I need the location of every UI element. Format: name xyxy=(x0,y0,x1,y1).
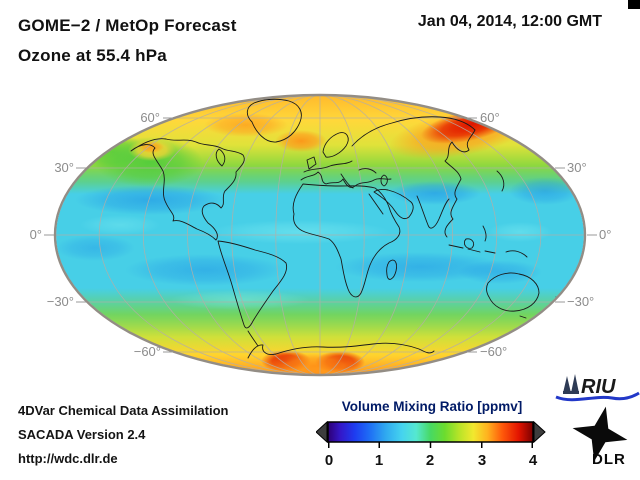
riu-swoosh xyxy=(555,391,640,402)
coastline-borneo xyxy=(463,238,475,249)
latitude-ticks xyxy=(44,117,597,353)
coastline-scandinavia xyxy=(322,132,349,158)
coastline-black-sea xyxy=(358,168,377,174)
coastline-india xyxy=(416,195,450,229)
credit-version: SACADA Version 2.4 xyxy=(18,427,146,442)
corner-mark xyxy=(628,0,640,9)
credits-block: 4DVar Chemical Data Assimilation SACADA … xyxy=(18,399,229,471)
colorbar-tick-0: 0 xyxy=(325,452,333,469)
coastline-british-isles xyxy=(306,156,317,170)
coastline-madagascar xyxy=(386,259,397,280)
coastline-japan xyxy=(496,170,505,192)
colorbar-tick-3: 3 xyxy=(478,452,486,469)
dlr-star-icon xyxy=(572,406,628,462)
lat-label-right-0: 0° xyxy=(599,227,611,242)
colorbar-tick-2: 2 xyxy=(426,452,434,469)
coastline-north-america xyxy=(130,138,245,241)
dlr-logo: DLR xyxy=(572,406,628,468)
coastline-greenland xyxy=(246,98,302,143)
coastline-europe-north xyxy=(303,160,353,173)
lat-label-right-m30: −30° xyxy=(567,294,594,309)
dlr-logo-text: DLR xyxy=(592,451,626,468)
map-graticule xyxy=(56,96,584,374)
colorbar-gradient-bar xyxy=(327,421,534,443)
coastline-mediterranean xyxy=(300,171,392,188)
colorbar-tick-1: 1 xyxy=(375,452,383,469)
coastline-antarctic-peninsula xyxy=(247,330,259,347)
colorbar-title: Volume Mixing Ratio [ppmv] xyxy=(341,399,523,414)
lat-label-left-60: 60° xyxy=(140,110,160,125)
coastline-australia xyxy=(486,272,540,312)
forecast-datetime: Jan 04, 2014, 12:00 GMT xyxy=(417,13,602,30)
lat-label-left-0: 0° xyxy=(30,227,42,242)
coastline-new-zealand xyxy=(555,296,567,318)
colorbar-tick-4: 4 xyxy=(529,452,538,469)
coastlines xyxy=(130,98,567,359)
page-subtitle: Ozone at 55.4 hPa xyxy=(18,46,167,65)
lat-label-left-m30: −30° xyxy=(47,294,74,309)
riu-cathedral-icon xyxy=(563,374,579,394)
colorbar-arrow-left xyxy=(316,420,328,444)
riu-logo: RIU xyxy=(555,374,640,402)
globe-outline xyxy=(53,93,587,377)
colorbar-tick-labels: 0 1 2 3 4 xyxy=(325,452,538,469)
coastline-asia-north xyxy=(351,116,476,238)
lat-label-right-m60: −60° xyxy=(480,344,507,359)
lat-label-right-30: 30° xyxy=(567,160,587,175)
coastline-africa xyxy=(292,183,401,298)
lat-label-right-60: 60° xyxy=(480,110,500,125)
colorbar-arrow-right xyxy=(533,420,546,444)
coastline-philippines xyxy=(482,225,487,242)
coastline-hudson-bay xyxy=(215,148,226,167)
title-block: GOME−2 / MetOp Forecast Ozone at 55.4 hP… xyxy=(18,11,237,71)
coastline-arabia xyxy=(373,188,414,220)
coastline-new-guinea xyxy=(505,250,528,258)
lat-label-left-m60: −60° xyxy=(134,344,161,359)
credit-assimilation: 4DVar Chemical Data Assimilation xyxy=(18,403,229,418)
coastline-indonesia xyxy=(448,244,496,254)
coastline-italy xyxy=(340,173,354,189)
colorbar-tick-marks xyxy=(328,442,533,448)
latitude-labels: 60° 30° 0° −30° −60° 60° 30° 0° −30° −60… xyxy=(30,110,612,359)
colorbar: 0 1 2 3 4 xyxy=(316,420,546,469)
lat-label-left-30: 30° xyxy=(54,160,74,175)
page-title: GOME−2 / MetOp Forecast xyxy=(18,16,237,35)
credit-url: http://wdc.dlr.de xyxy=(18,451,118,466)
riu-logo-text: RIU xyxy=(581,376,616,398)
coastline-antarctica xyxy=(247,342,435,359)
coastline-south-america xyxy=(217,240,288,329)
coastline-red-sea xyxy=(368,193,384,215)
coastline-caspian-sea xyxy=(380,174,388,187)
coastline-tasmania xyxy=(519,315,527,319)
